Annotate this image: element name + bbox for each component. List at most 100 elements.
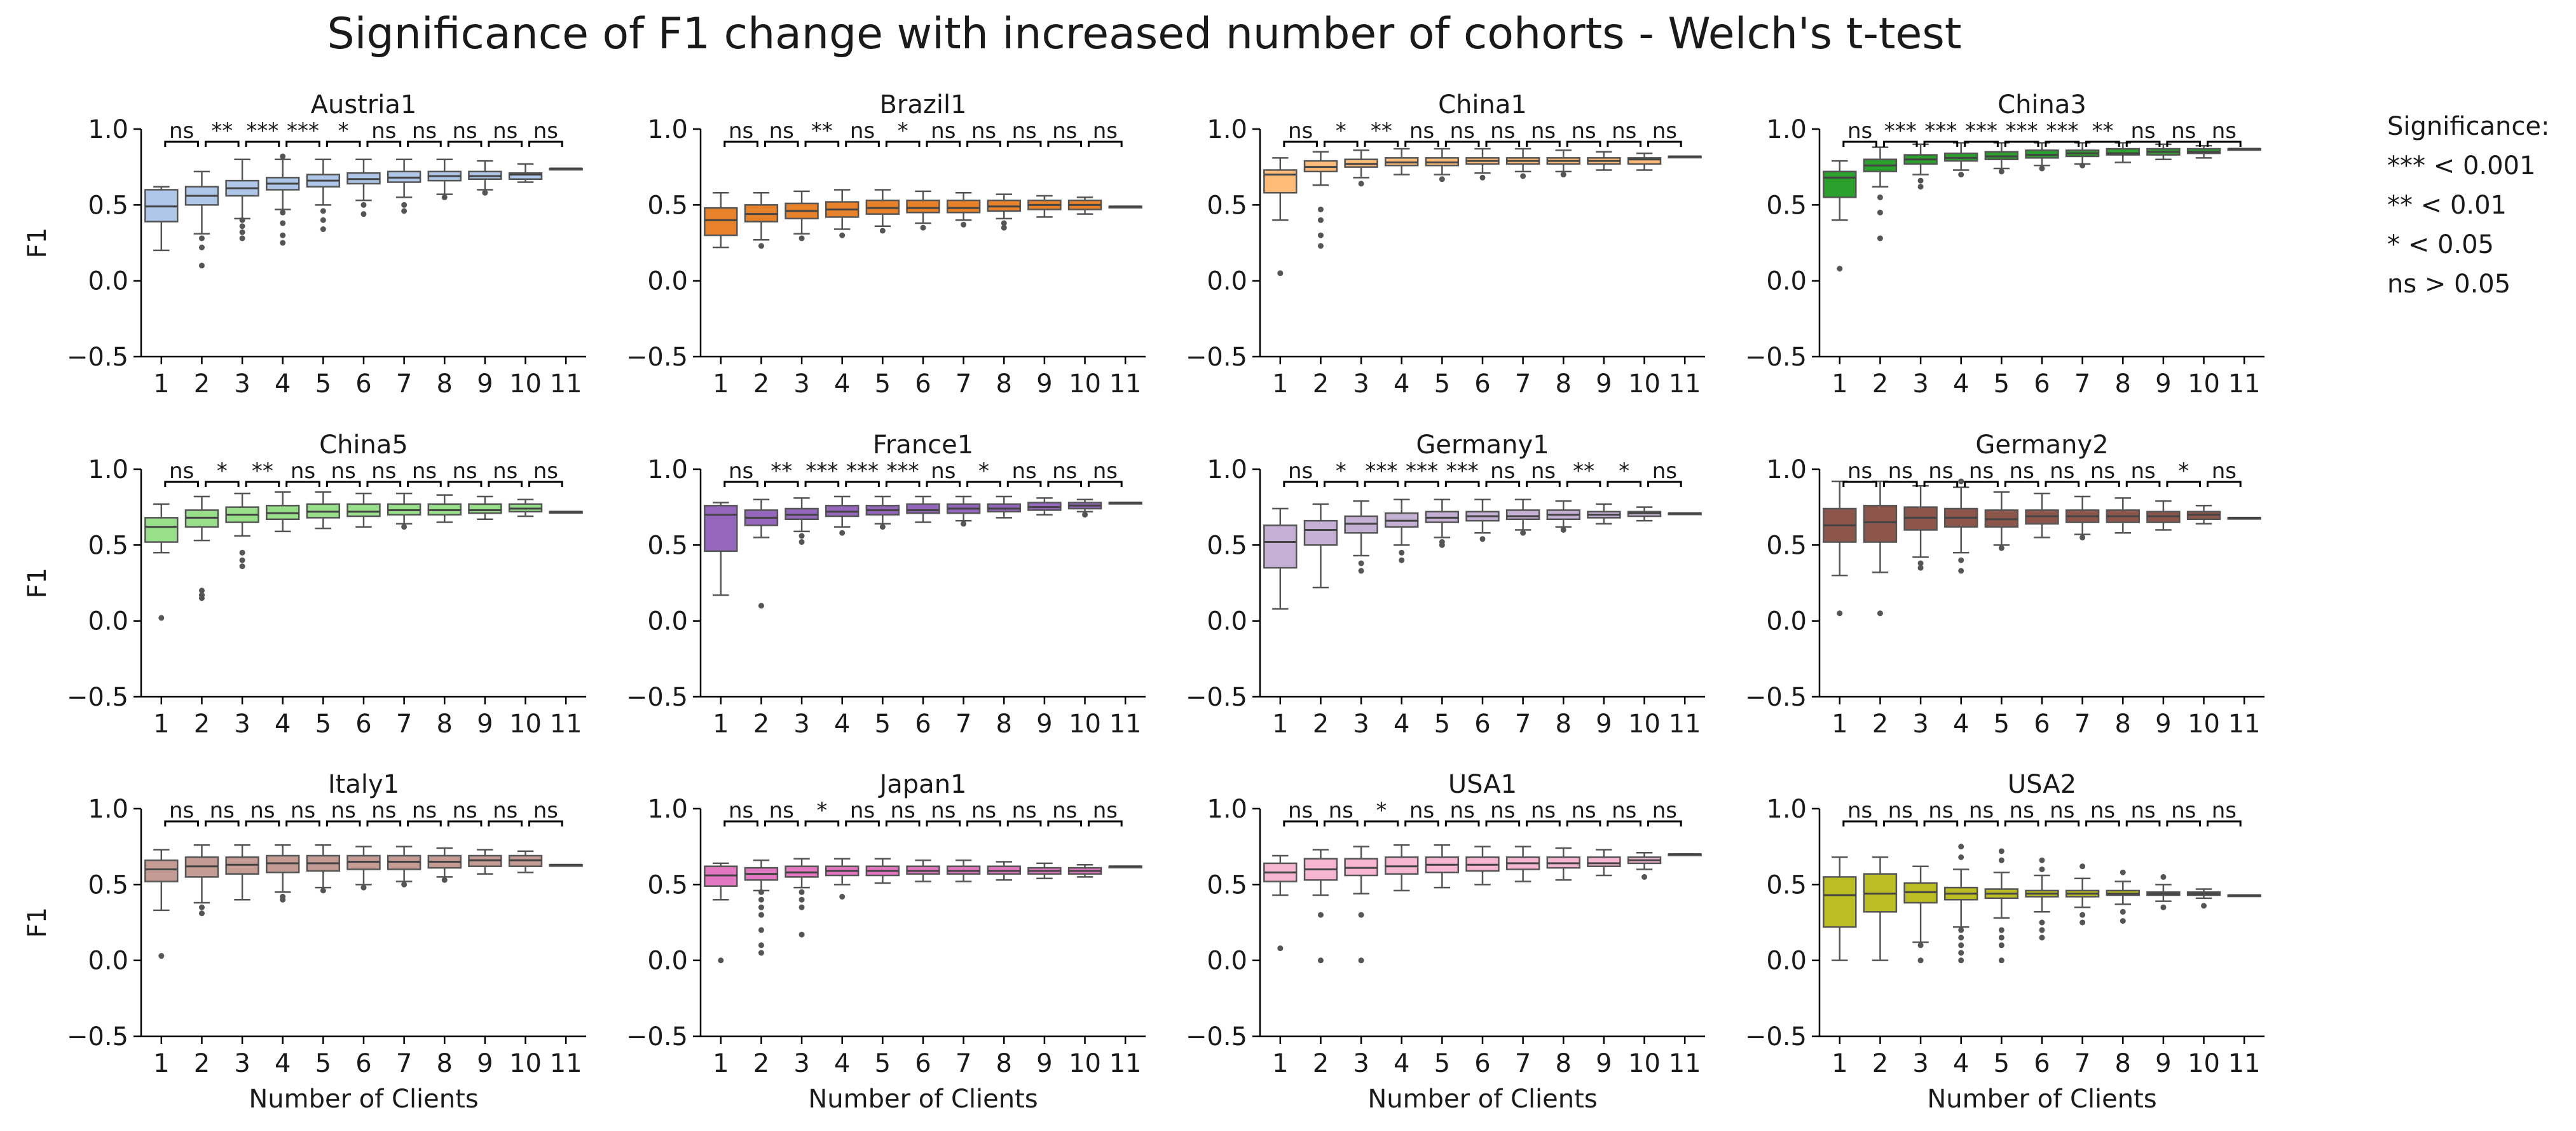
- outlier-point: [1958, 957, 1964, 964]
- box-1: [1263, 157, 1298, 277]
- outlier-point: [1399, 549, 1405, 556]
- box-6: [2025, 857, 2059, 941]
- panel-title: Italy1: [328, 770, 399, 799]
- y-axis-label: F1: [23, 228, 52, 258]
- panel-title: USA1: [1448, 770, 1517, 799]
- x-tick-label: 1: [153, 369, 169, 399]
- box-iqr: [704, 207, 738, 236]
- significance-bracket: [804, 141, 840, 147]
- outlier-point: [1917, 565, 1924, 571]
- x-tick-label: 9: [1036, 1049, 1052, 1078]
- x-tick-label: 2: [1872, 709, 1888, 739]
- x-tick-label: 7: [2074, 1049, 2090, 1078]
- significance-bracket: [1607, 141, 1642, 147]
- outlier-point: [280, 153, 286, 160]
- chart-title: Significance of F1 change with increased…: [327, 9, 1962, 59]
- significance-label: ns: [729, 118, 753, 144]
- outlier-point: [1439, 176, 1445, 182]
- outlier-point: [1958, 950, 1964, 956]
- x-tick-label: 1: [713, 369, 729, 399]
- x-tick-label: 1: [1272, 709, 1288, 739]
- outlier-point: [1082, 512, 1088, 518]
- outlier-point: [1998, 857, 2004, 863]
- outlier-point: [798, 235, 805, 242]
- box-5: [1425, 147, 1460, 182]
- outlier-point: [2120, 869, 2126, 875]
- significance-label: ns: [1052, 458, 1077, 484]
- outlier-point: [2120, 908, 2126, 915]
- x-tick-label: 6: [1474, 369, 1490, 399]
- box-11: [549, 511, 583, 514]
- significance-bracket: [1647, 481, 1682, 487]
- box-4: [1385, 498, 1419, 563]
- x-tick-label: 6: [355, 1049, 371, 1078]
- x-tick-label: 4: [1394, 709, 1409, 739]
- x-tick-label: 6: [2034, 369, 2050, 399]
- panel-title: Brazil1: [879, 90, 966, 120]
- outlier-point: [2079, 919, 2086, 926]
- x-tick-label: 1: [1832, 709, 1847, 739]
- significance-bracket: [285, 820, 320, 826]
- outlier-point: [1958, 854, 1964, 860]
- significance-bracket: [245, 820, 280, 826]
- significance-label: ns: [1329, 798, 1353, 823]
- outlier-point: [758, 243, 764, 249]
- outlier-point: [1277, 270, 1284, 277]
- box-9: [1587, 503, 1621, 525]
- panel-japan1: Japan1 −0.5 0.0 0.5 1.0 1 2 3 4 5 6 7 8 9 10 11 Number o…: [626, 770, 1146, 1114]
- box-11: [1668, 512, 1702, 516]
- significance-bracket: [1006, 141, 1042, 147]
- x-tick-label: 9: [1596, 369, 1612, 399]
- y-tick-label: 1.0: [1207, 115, 1247, 144]
- significance-label: ns: [729, 798, 753, 823]
- x-tick-label: 2: [194, 369, 210, 399]
- box-11: [1668, 155, 1702, 159]
- significance-label: ns: [1652, 458, 1677, 484]
- outlier-point: [401, 881, 408, 888]
- y-tick-label: 0.0: [88, 607, 128, 636]
- x-tick-label: 11: [2228, 1049, 2261, 1078]
- outlier-point: [1520, 173, 1526, 179]
- x-tick-label: 3: [1353, 709, 1369, 739]
- significance-label: ns: [1093, 118, 1118, 144]
- box-4: [1385, 844, 1419, 892]
- significance-bracket: [885, 141, 921, 147]
- significance-label: ns: [169, 798, 194, 823]
- significance-label: ns: [169, 458, 194, 484]
- y-tick-label: 0.0: [88, 267, 128, 296]
- box-4: [266, 844, 300, 903]
- x-tick-label: 11: [1109, 709, 1142, 739]
- x-tick-label: 9: [2155, 1049, 2171, 1078]
- box-10: [1627, 851, 1662, 880]
- significance-label: *: [816, 798, 827, 823]
- outlier-point: [798, 533, 805, 539]
- outlier-point: [758, 927, 764, 933]
- box-1: [144, 849, 179, 959]
- box-9: [1027, 497, 1062, 516]
- box-1: [704, 502, 738, 596]
- significance-bracket: [366, 820, 402, 826]
- significance-label: ns: [1969, 458, 1994, 484]
- box-2: [184, 170, 219, 269]
- x-tick-label: 3: [1353, 369, 1369, 399]
- box-5: [306, 158, 341, 233]
- x-tick-label: 6: [2034, 1049, 2050, 1078]
- significance-bracket: [764, 141, 799, 147]
- box-7: [1505, 498, 1540, 536]
- significance-bracket: [164, 141, 199, 147]
- outlier-point: [2039, 857, 2045, 863]
- significance-bracket: [804, 820, 840, 826]
- significance-bracket: [1364, 820, 1399, 826]
- box-6: [2025, 492, 2059, 538]
- y-tick-label: 0.0: [647, 607, 688, 636]
- significance-label: **: [771, 458, 792, 484]
- x-tick-label: 9: [1036, 709, 1052, 739]
- box-9: [1027, 195, 1062, 218]
- x-tick-label: 10: [509, 1049, 542, 1078]
- significance-bracket: [285, 481, 320, 487]
